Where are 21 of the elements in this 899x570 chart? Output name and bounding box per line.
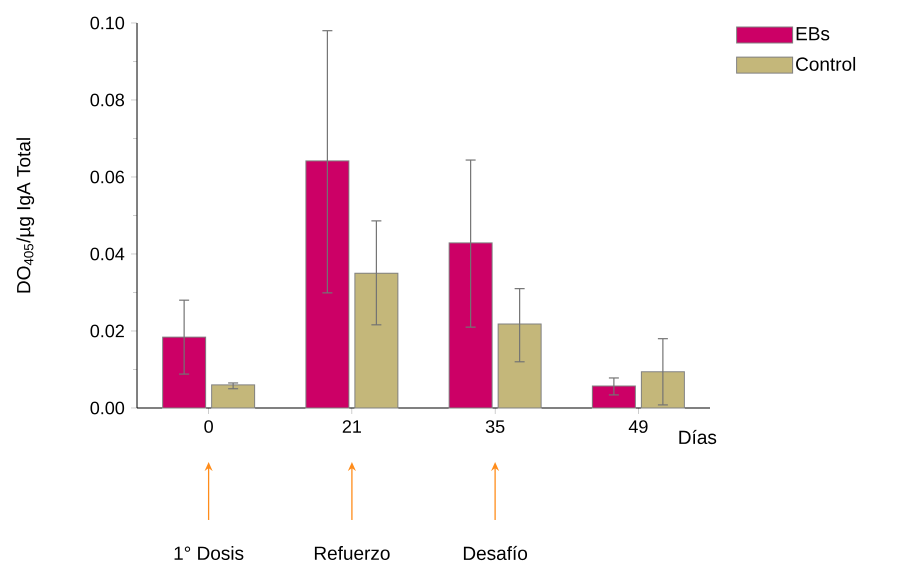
text: Refuerzo <box>314 546 390 560</box>
x-tick-label: 0 <box>204 420 213 433</box>
legend-label: EBs <box>796 27 830 40</box>
bar <box>592 386 636 408</box>
bar <box>498 324 542 408</box>
y-axis-title: DO$_{405}$/µg IgA Total <box>16 138 34 293</box>
text: Desafío <box>464 546 528 560</box>
legend-label: Control <box>796 56 856 71</box>
y-tick-label: 0.06 <box>90 170 124 184</box>
y-tick-label: 0.08 <box>90 94 124 106</box>
x-tick-label: 21 <box>342 420 362 433</box>
x-axis-title: Días <box>679 430 716 444</box>
text: 1° Dosis <box>174 546 244 560</box>
x-tick-label: 35 <box>486 420 504 433</box>
y-tick-label: 0.02 <box>90 324 124 338</box>
bar <box>354 272 398 408</box>
bar <box>211 384 256 408</box>
y-tick-label: 0.04 <box>90 248 124 260</box>
y-tick-label: 0.00 <box>90 402 124 414</box>
x-tick-label: 49 <box>628 420 648 433</box>
y-tick-label: 0.10 <box>90 16 124 30</box>
